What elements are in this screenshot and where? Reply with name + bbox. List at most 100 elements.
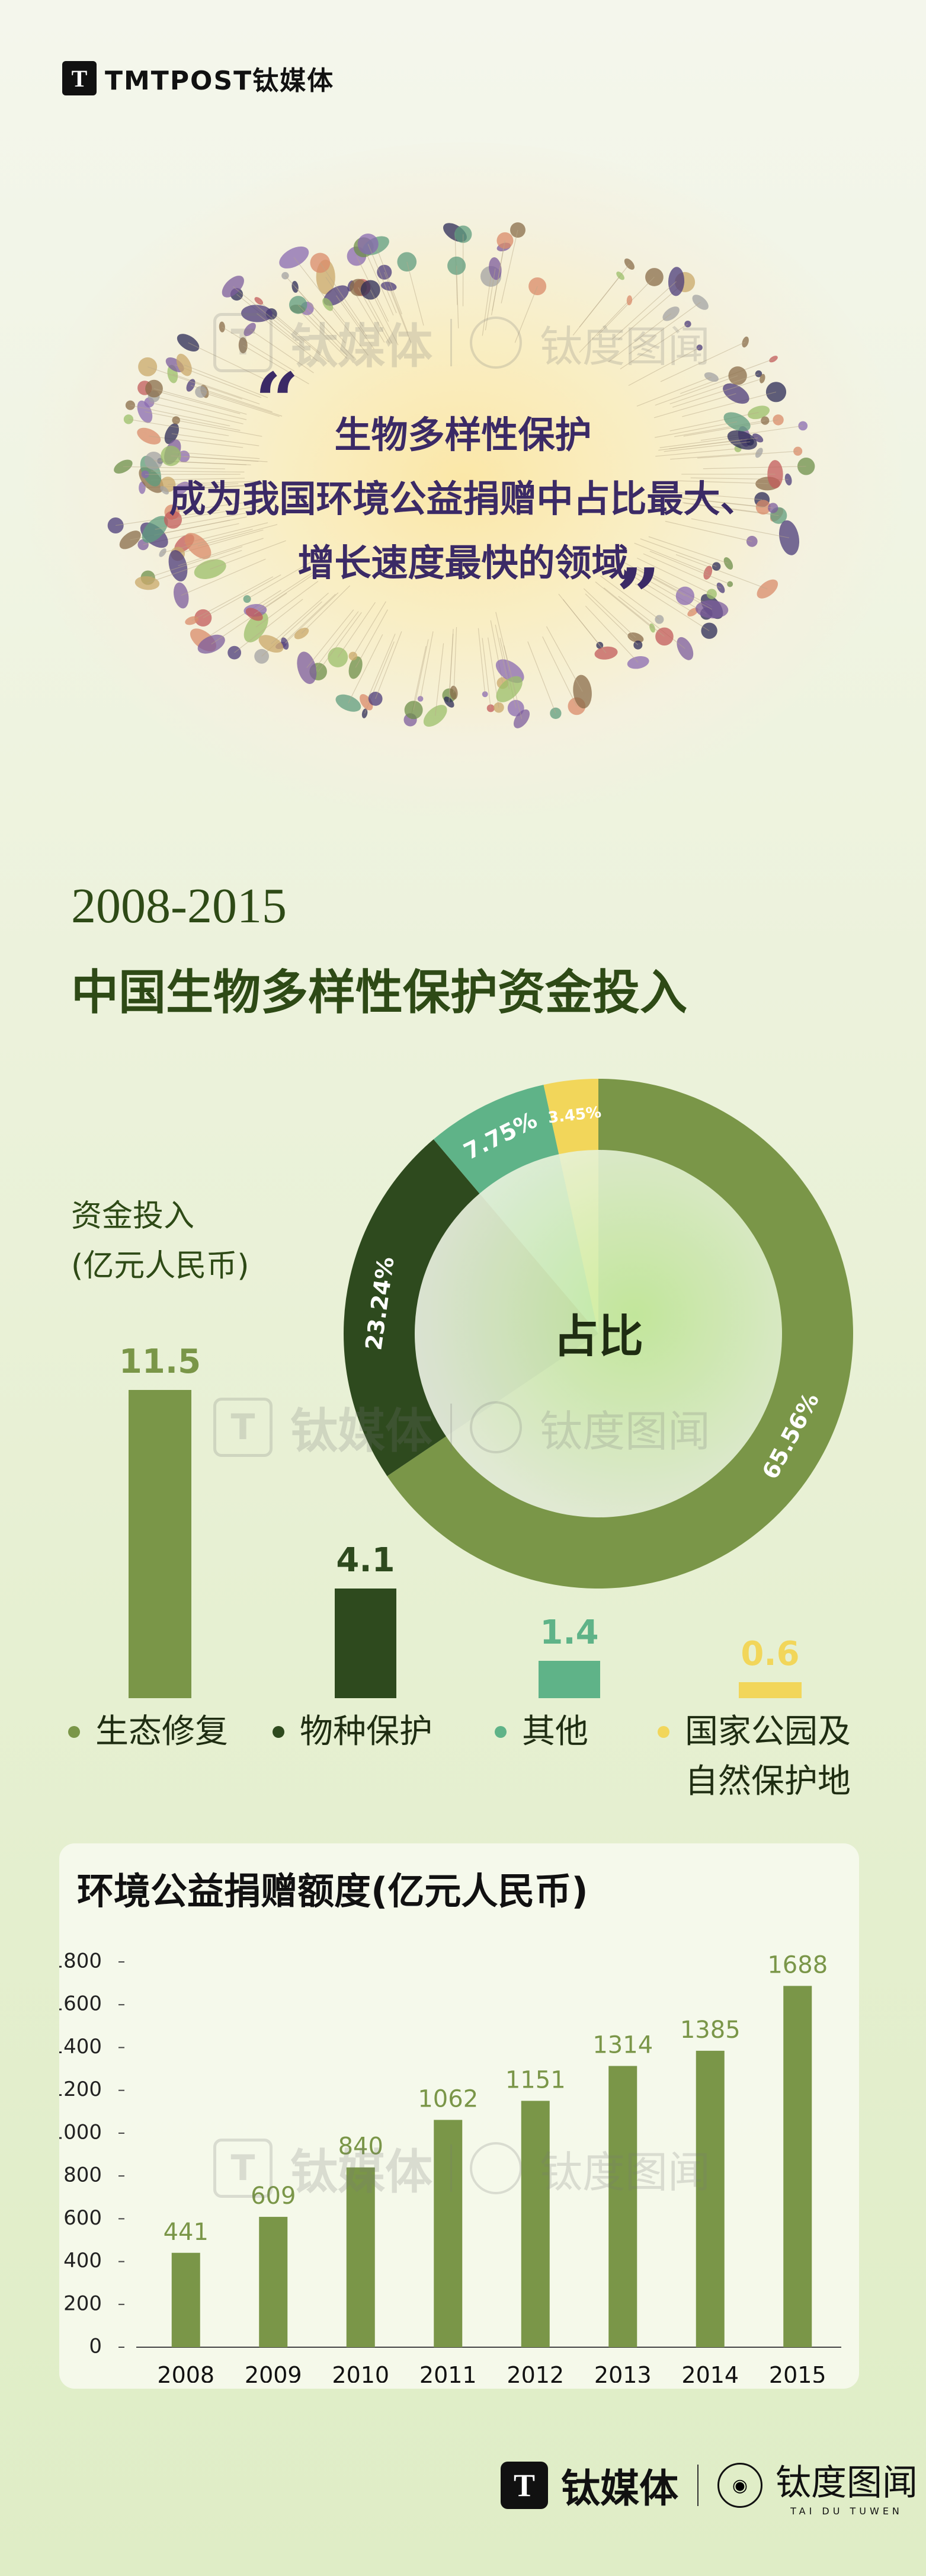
y-tick-label: 1000 (59, 2120, 102, 2144)
donation-bar-2009 (259, 2217, 288, 2347)
footer-subtitle: TAI DU TUWEN (790, 2505, 903, 2517)
species-mark (195, 386, 207, 398)
species-stem (178, 538, 264, 567)
species-stem (375, 631, 402, 699)
legend-label: 国家公园及 (685, 1712, 851, 1751)
species-stem (168, 481, 257, 485)
species-stem (388, 286, 412, 343)
donut-inner-wedge-2 (415, 1193, 598, 1437)
funding-bar-1 (129, 1390, 191, 1698)
legend-dot (658, 1726, 669, 1738)
species-mark (360, 694, 373, 711)
species-stem (478, 628, 486, 695)
donation-bar-2008 (171, 2252, 200, 2347)
species-stem (181, 558, 266, 596)
species-stem (603, 587, 665, 637)
species-stem (675, 554, 768, 590)
species-stem (542, 636, 577, 707)
funding-bar-value-1: 11.5 (118, 1343, 201, 1381)
species-stem (700, 425, 803, 441)
species-stem (413, 639, 429, 710)
species-mark (723, 412, 751, 432)
donation-bar-2013 (608, 2066, 637, 2347)
species-illustration (107, 222, 815, 728)
y-tick-label: 0 (89, 2335, 102, 2358)
y-tick-label: 1400 (59, 2035, 102, 2059)
species-stem (255, 569, 318, 611)
species-mark (746, 536, 758, 547)
legend-item-eco-restoration: 生态修复 (68, 1707, 228, 1757)
species-stem (633, 571, 707, 614)
species-stem (676, 480, 768, 484)
species-stem (682, 391, 777, 417)
donut-inner-wedge-1 (446, 1150, 782, 1517)
species-stem (130, 405, 230, 427)
donation-bar-2012 (521, 2101, 550, 2347)
legend-item-national-parks: 国家公园及 自然保护地 (658, 1707, 851, 1807)
donation-bar-2014 (696, 2050, 725, 2347)
donut-center-label: 占比 (553, 1310, 643, 1363)
donut-inner-wedge-4 (559, 1150, 598, 1334)
species-stem (149, 402, 243, 424)
species-mark (228, 645, 242, 660)
species-stem (672, 378, 763, 408)
species-stem (147, 550, 242, 584)
unit-line-2: (亿元人民币) (71, 1248, 249, 1284)
species-stem (284, 275, 339, 335)
species-stem (583, 588, 636, 638)
species-stem (366, 634, 396, 702)
species-mark (528, 277, 547, 295)
x-tick-label: 2014 (681, 2362, 739, 2383)
species-stem (172, 451, 260, 459)
donut-inner-fill (415, 1150, 782, 1517)
species-stem (236, 294, 305, 349)
donation-value-label: 1314 (592, 2032, 653, 2059)
section-title: 中国生物多样性保护资金投入 (71, 965, 687, 1020)
donut-slice-4 (543, 1079, 598, 1155)
funding-bar-4 (739, 1682, 802, 1698)
species-mark (624, 258, 635, 270)
species-stem (293, 257, 345, 323)
species-stem (420, 631, 434, 699)
species-stem (148, 546, 243, 579)
species-mark (755, 370, 762, 378)
species-stem (585, 593, 639, 645)
species-mark (297, 651, 317, 684)
species-stem (504, 645, 523, 719)
species-stem (674, 420, 765, 437)
donation-value-label: 609 (251, 2182, 296, 2210)
species-stem (171, 455, 259, 462)
species-stem (636, 557, 712, 595)
species-mark (728, 366, 747, 385)
logo-mark-icon: T (62, 61, 97, 95)
donation-value-label: 1385 (680, 2016, 741, 2044)
donation-value-label: 441 (164, 2219, 209, 2246)
donation-value-label: 1151 (505, 2066, 566, 2094)
donation-value-label: 1688 (767, 1951, 828, 1979)
species-stem (280, 593, 336, 646)
species-stem (655, 375, 738, 406)
species-stem (448, 634, 454, 702)
species-stem (203, 574, 281, 618)
species-stem (128, 418, 229, 436)
donation-bar-2015 (783, 1986, 812, 2347)
species-stem (370, 289, 399, 346)
species-stem (172, 373, 260, 405)
footer-divider (697, 2465, 698, 2506)
species-stem (176, 420, 262, 437)
species-stem (492, 240, 506, 311)
species-stem (435, 643, 444, 716)
species-stem (172, 500, 259, 513)
species-stem (669, 412, 759, 432)
species-stem (585, 605, 639, 663)
species-mark (760, 373, 765, 383)
species-mark (677, 637, 694, 660)
species-stem (485, 269, 496, 331)
legend-label: 生态修复 (95, 1712, 228, 1751)
species-stem (618, 596, 685, 649)
legend-label: 物种保护 (300, 1712, 432, 1751)
species-stem (204, 391, 283, 417)
species-stem (680, 359, 774, 394)
